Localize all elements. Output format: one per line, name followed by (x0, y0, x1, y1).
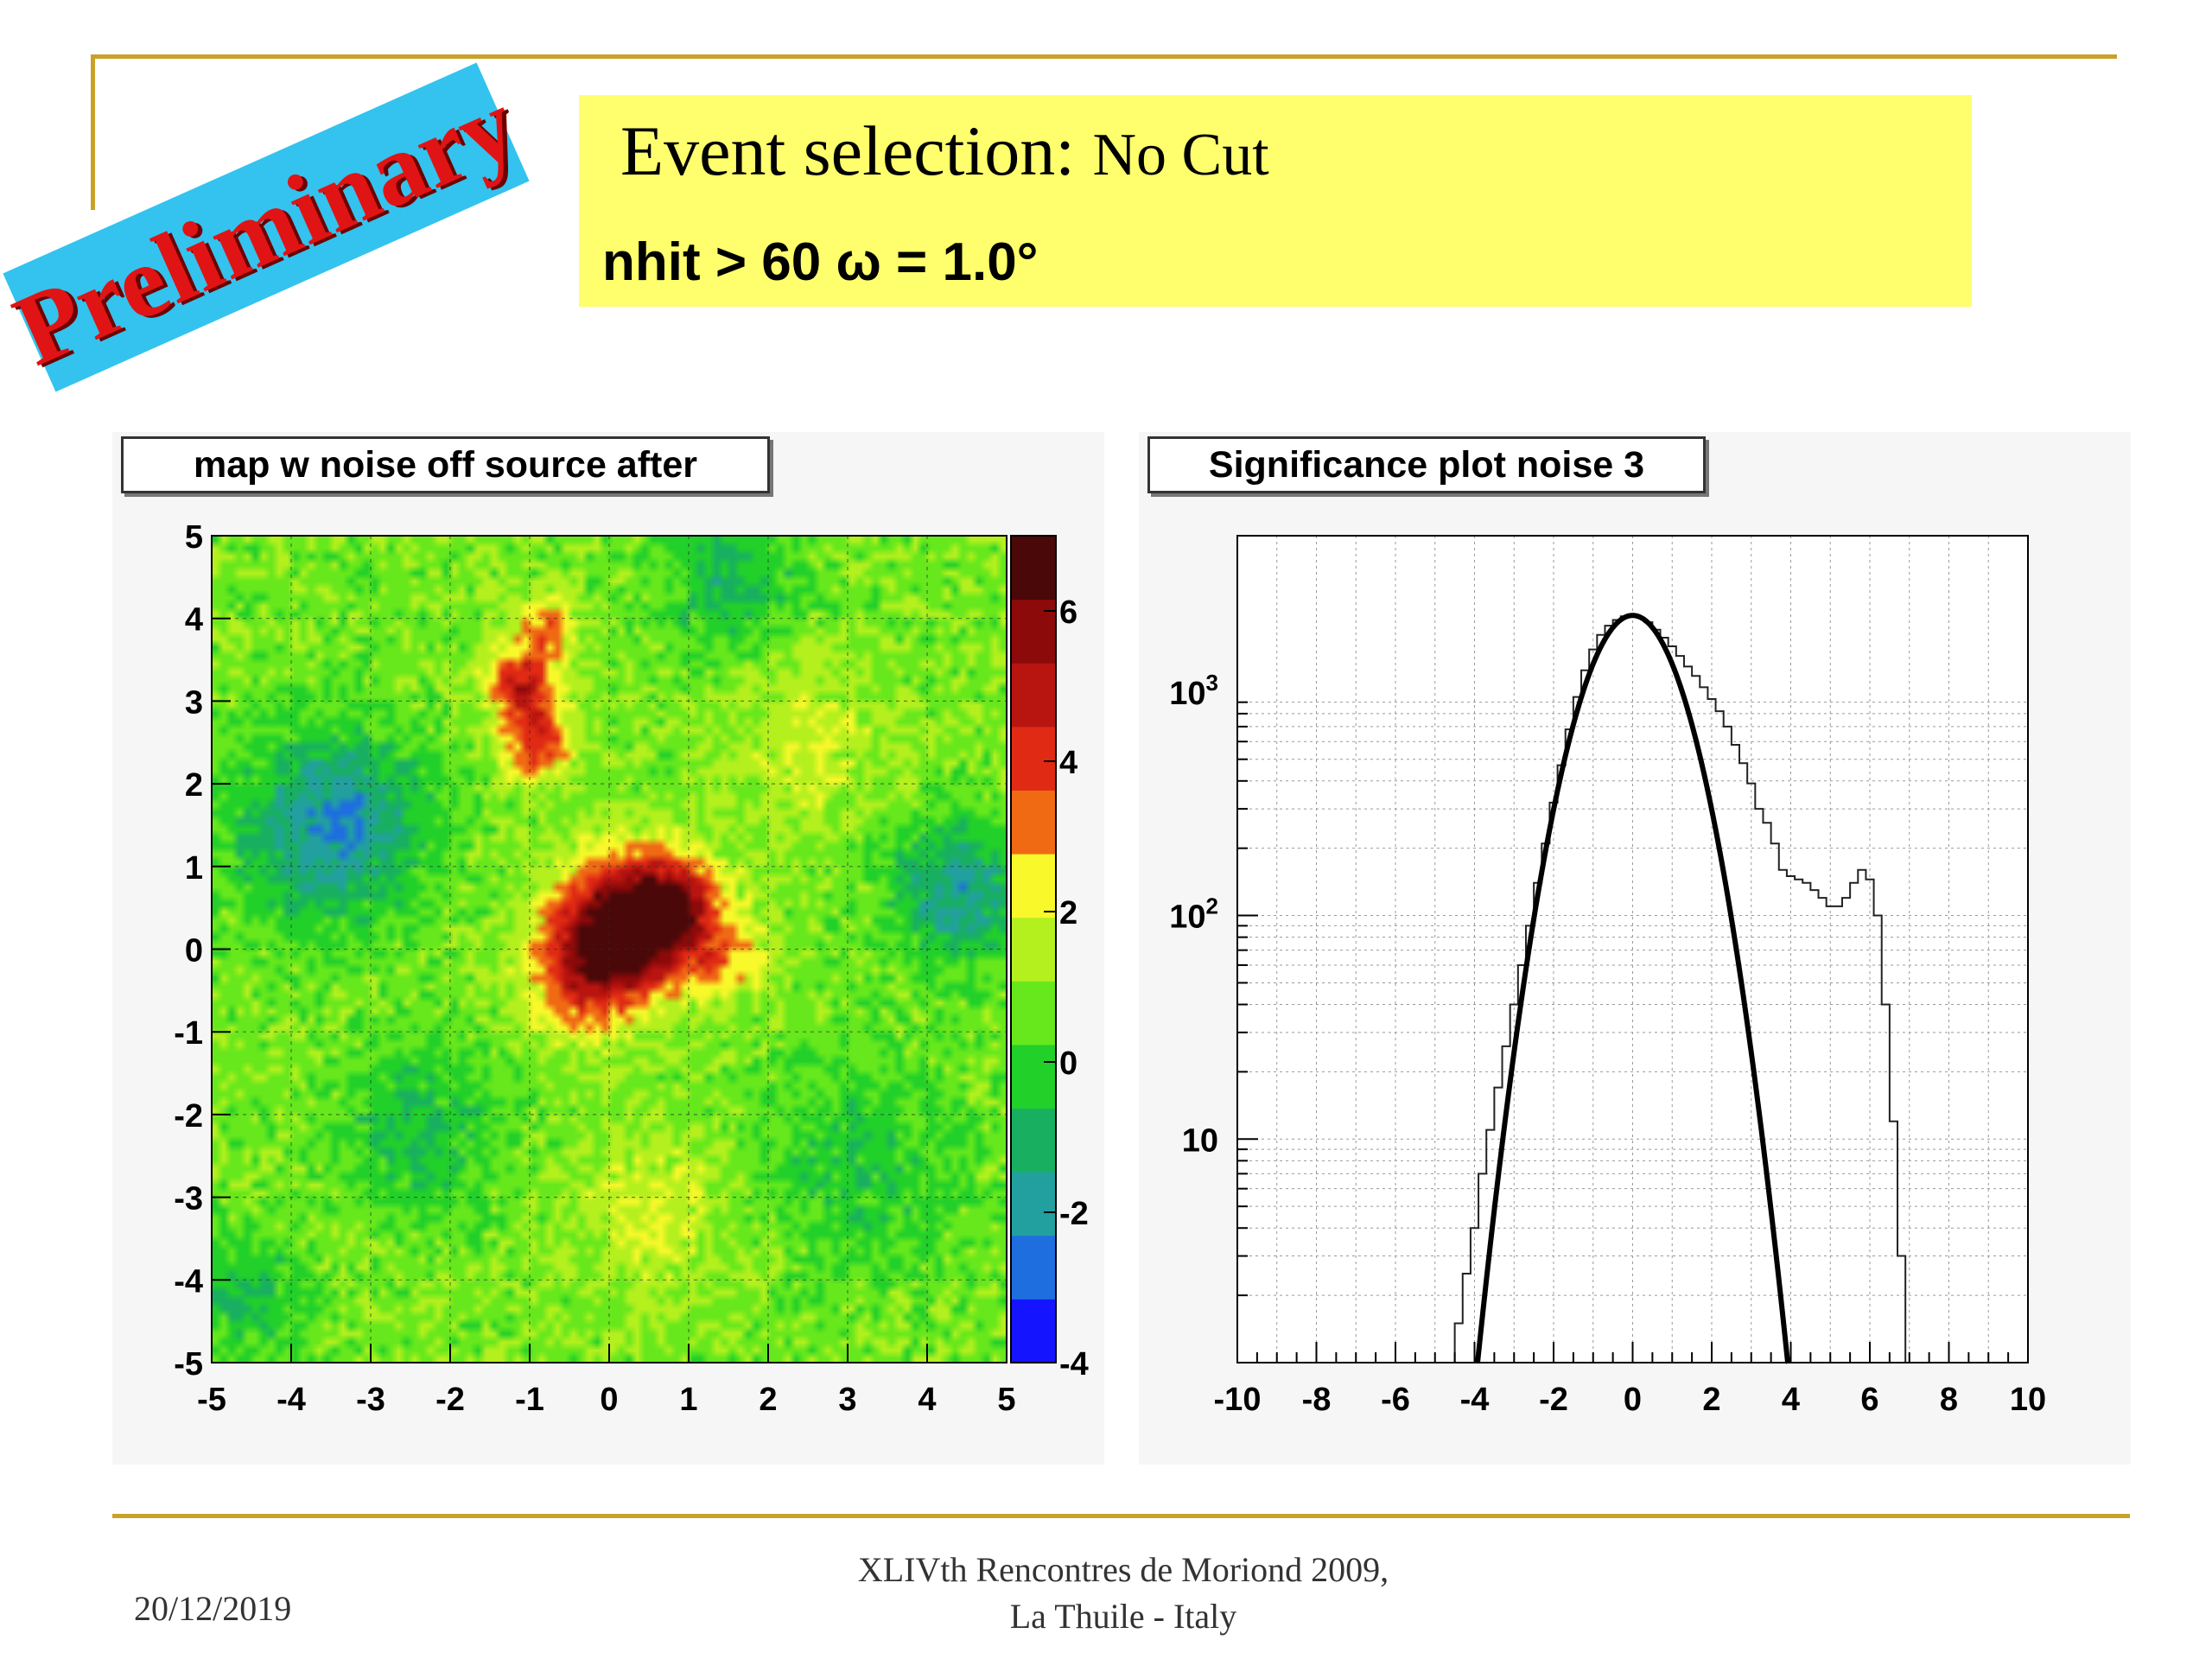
histogram-x-tick-label: 8 (1940, 1382, 1958, 1418)
colorbar-tick-label: 2 (1059, 895, 1077, 931)
histogram-y-tick-exponent: 2 (1206, 893, 1218, 919)
colorbar-ticks: -4 -2 0 2 4 6 (1044, 594, 1089, 1382)
histogram-y-tick-label: 103 (1169, 670, 1218, 712)
heatmap-x-tick-label: 0 (600, 1382, 618, 1418)
heatmap-y-tick-label: -1 (174, 1015, 203, 1052)
colorbar-segment (1011, 599, 1056, 664)
colorbar-segment (1011, 1172, 1056, 1236)
heatmap-y-tick-label: -3 (174, 1181, 203, 1217)
conference-line-2: La Thuile - Italy (1009, 1597, 1237, 1636)
colorbar-tick-label: 0 (1059, 1046, 1077, 1082)
heatmap-x-tick-label: 4 (918, 1382, 936, 1418)
histogram-y-tick-label: 102 (1169, 893, 1218, 936)
heatmap-y-ticks: -5 -4 -3 -2 -1 0 1 2 3 4 5 (174, 519, 231, 1382)
colorbar-segment (1011, 1235, 1056, 1300)
histogram-x-tick-label: 6 (1860, 1382, 1878, 1418)
histogram-x-tick-label: 0 (1624, 1382, 1642, 1418)
colorbar-tick-label: 4 (1059, 745, 1077, 781)
colorbar-segment (1011, 917, 1056, 982)
colorbar-segment (1011, 663, 1056, 728)
title-main: Event selection: (620, 111, 1075, 190)
histogram-y-tick-exponent: 3 (1206, 670, 1218, 696)
heatmap-y-tick-label: 1 (185, 850, 203, 887)
top-rule (91, 54, 2117, 59)
colorbar-segment (1011, 981, 1056, 1046)
heatmap-x-tick-label: -5 (197, 1382, 226, 1418)
conference-line-1: XLIVth Rencontres de Moriond 2009, (857, 1550, 1389, 1589)
heatmap-y-tick-label: 2 (185, 767, 203, 804)
heatmap-y-tick-label: 4 (185, 602, 203, 639)
histogram-title: Significance plot noise 3 (1147, 436, 1706, 493)
colorbar-segment (1011, 1299, 1056, 1363)
heatmap-x-tick-label: 3 (838, 1382, 856, 1418)
histogram-x-tick-label: -10 (1214, 1382, 1262, 1418)
histogram-x-tick-label: -8 (1302, 1382, 1332, 1418)
heatmap-y-tick-label: 3 (185, 684, 203, 721)
colorbar-frame (1010, 535, 1057, 1363)
heatmap-x-tick-label: 1 (679, 1382, 697, 1418)
colorbar (1010, 535, 1057, 1363)
heatmap-title: map w noise off source after (121, 436, 770, 493)
histogram-x-ticks: -10 -8 -6 -4 -2 0 2 4 6 8 10 (1214, 1342, 2046, 1418)
heatmap-x-ticks: -5 -4 -3 -2 -1 0 1 2 3 4 5 (197, 1344, 1016, 1418)
colorbar-tick-label: -2 (1059, 1196, 1089, 1232)
selection-condition: nhit > 60 ω = 1.0° (602, 232, 1039, 292)
heatmap-x-tick-label: 2 (759, 1382, 777, 1418)
histogram-x-tick-label: 4 (1782, 1382, 1800, 1418)
footer-date: 20/12/2019 (134, 1589, 292, 1628)
bottom-rule (112, 1514, 2130, 1518)
colorbar-segment (1011, 1044, 1056, 1109)
colorbar-segment (1011, 726, 1056, 791)
heatmap-y-tick-label: -4 (174, 1263, 203, 1300)
colorbar-segment (1011, 536, 1056, 601)
histogram-x-tick-label: -4 (1460, 1382, 1490, 1418)
heatmap-x-tick-label: 5 (997, 1382, 1015, 1418)
heatmap-y-tick-label: 5 (185, 519, 203, 556)
footer-conference: XLIVth Rencontres de Moriond 2009, La Th… (752, 1547, 1495, 1640)
gaussian-fit-curve (1475, 613, 1791, 1364)
heatmap-x-tick-label: -3 (356, 1382, 385, 1418)
histogram-x-tick-label: -2 (1539, 1382, 1568, 1418)
colorbar-segment (1011, 854, 1056, 918)
histogram-x-tick-label: -6 (1381, 1382, 1410, 1418)
heatmap-grid (212, 536, 1007, 1363)
heatmap-y-tick-label: -2 (174, 1098, 203, 1135)
histogram-grid (1236, 536, 2029, 1363)
left-rule (91, 54, 95, 210)
histogram-x-tick-label: 10 (2010, 1382, 2046, 1418)
histogram-x-tick-label: 2 (1702, 1382, 1720, 1418)
heatmap-x-tick-label: -2 (435, 1382, 465, 1418)
heatmap-y-tick-label: 0 (185, 933, 203, 969)
colorbar-tick-label: -4 (1059, 1346, 1089, 1382)
title-box (579, 95, 1972, 307)
heatmap-x-tick-label: -1 (515, 1382, 544, 1418)
heatmap-y-tick-label: -5 (174, 1346, 203, 1382)
histogram-y-tick-label: 10 (1182, 1122, 1218, 1159)
title-sub: No Cut (1092, 122, 1269, 188)
colorbar-segment (1011, 790, 1056, 855)
colorbar-segment (1011, 1108, 1056, 1173)
colorbar-tick-label: 6 (1059, 594, 1077, 631)
heatmap-x-tick-label: -4 (276, 1382, 306, 1418)
histogram-series (1453, 614, 1914, 1363)
slide-title: Event selection: No Cut (620, 111, 1269, 192)
